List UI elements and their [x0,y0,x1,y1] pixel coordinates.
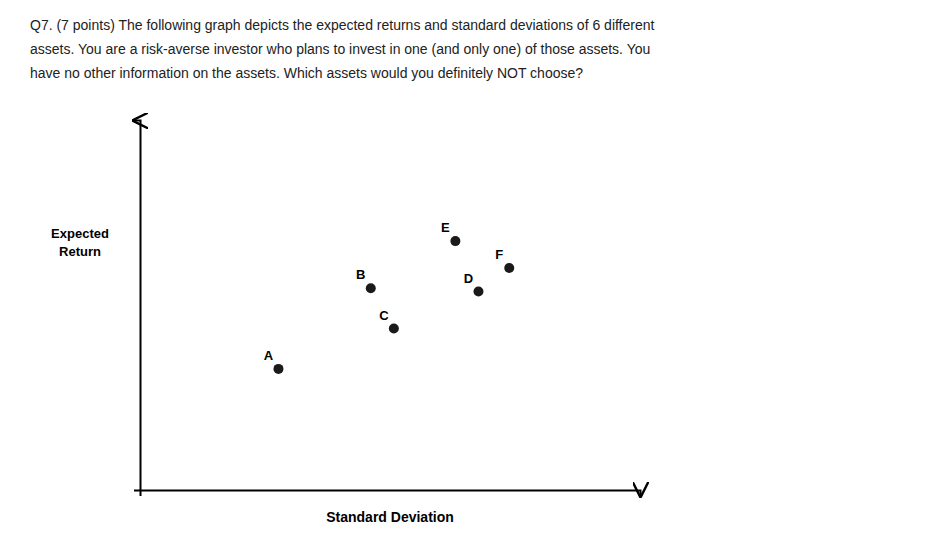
y-axis-title: Expected [51,226,109,241]
point [273,364,283,374]
title-line: assets. You are a risk-averse investor w… [30,41,650,57]
y-axis [134,121,141,491]
chart: Q7. (7 points) The following graph depic… [0,0,930,556]
title-line: Q7. (7 points) The following graph depic… [30,17,655,33]
point-label: E [441,220,450,235]
point [366,283,376,293]
point-label: C [379,308,389,323]
point-label: B [356,267,365,282]
title: Q7. (7 points) The following graph depic… [30,17,655,81]
point-labels: A B C D E F [264,220,503,363]
x-axis-title: Standard Deviation [326,509,454,525]
title-line: have no other information on the assets.… [30,65,583,81]
point-label: D [464,271,473,286]
axis-line [134,121,141,491]
point [473,287,483,297]
point-label: F [495,247,503,262]
axis-line [141,491,641,497]
x-axis [141,491,641,497]
point [450,236,460,246]
point-label: A [264,348,274,363]
points [273,236,514,374]
y-axis-title: Return [59,244,101,259]
point [504,263,514,273]
point [389,324,399,334]
